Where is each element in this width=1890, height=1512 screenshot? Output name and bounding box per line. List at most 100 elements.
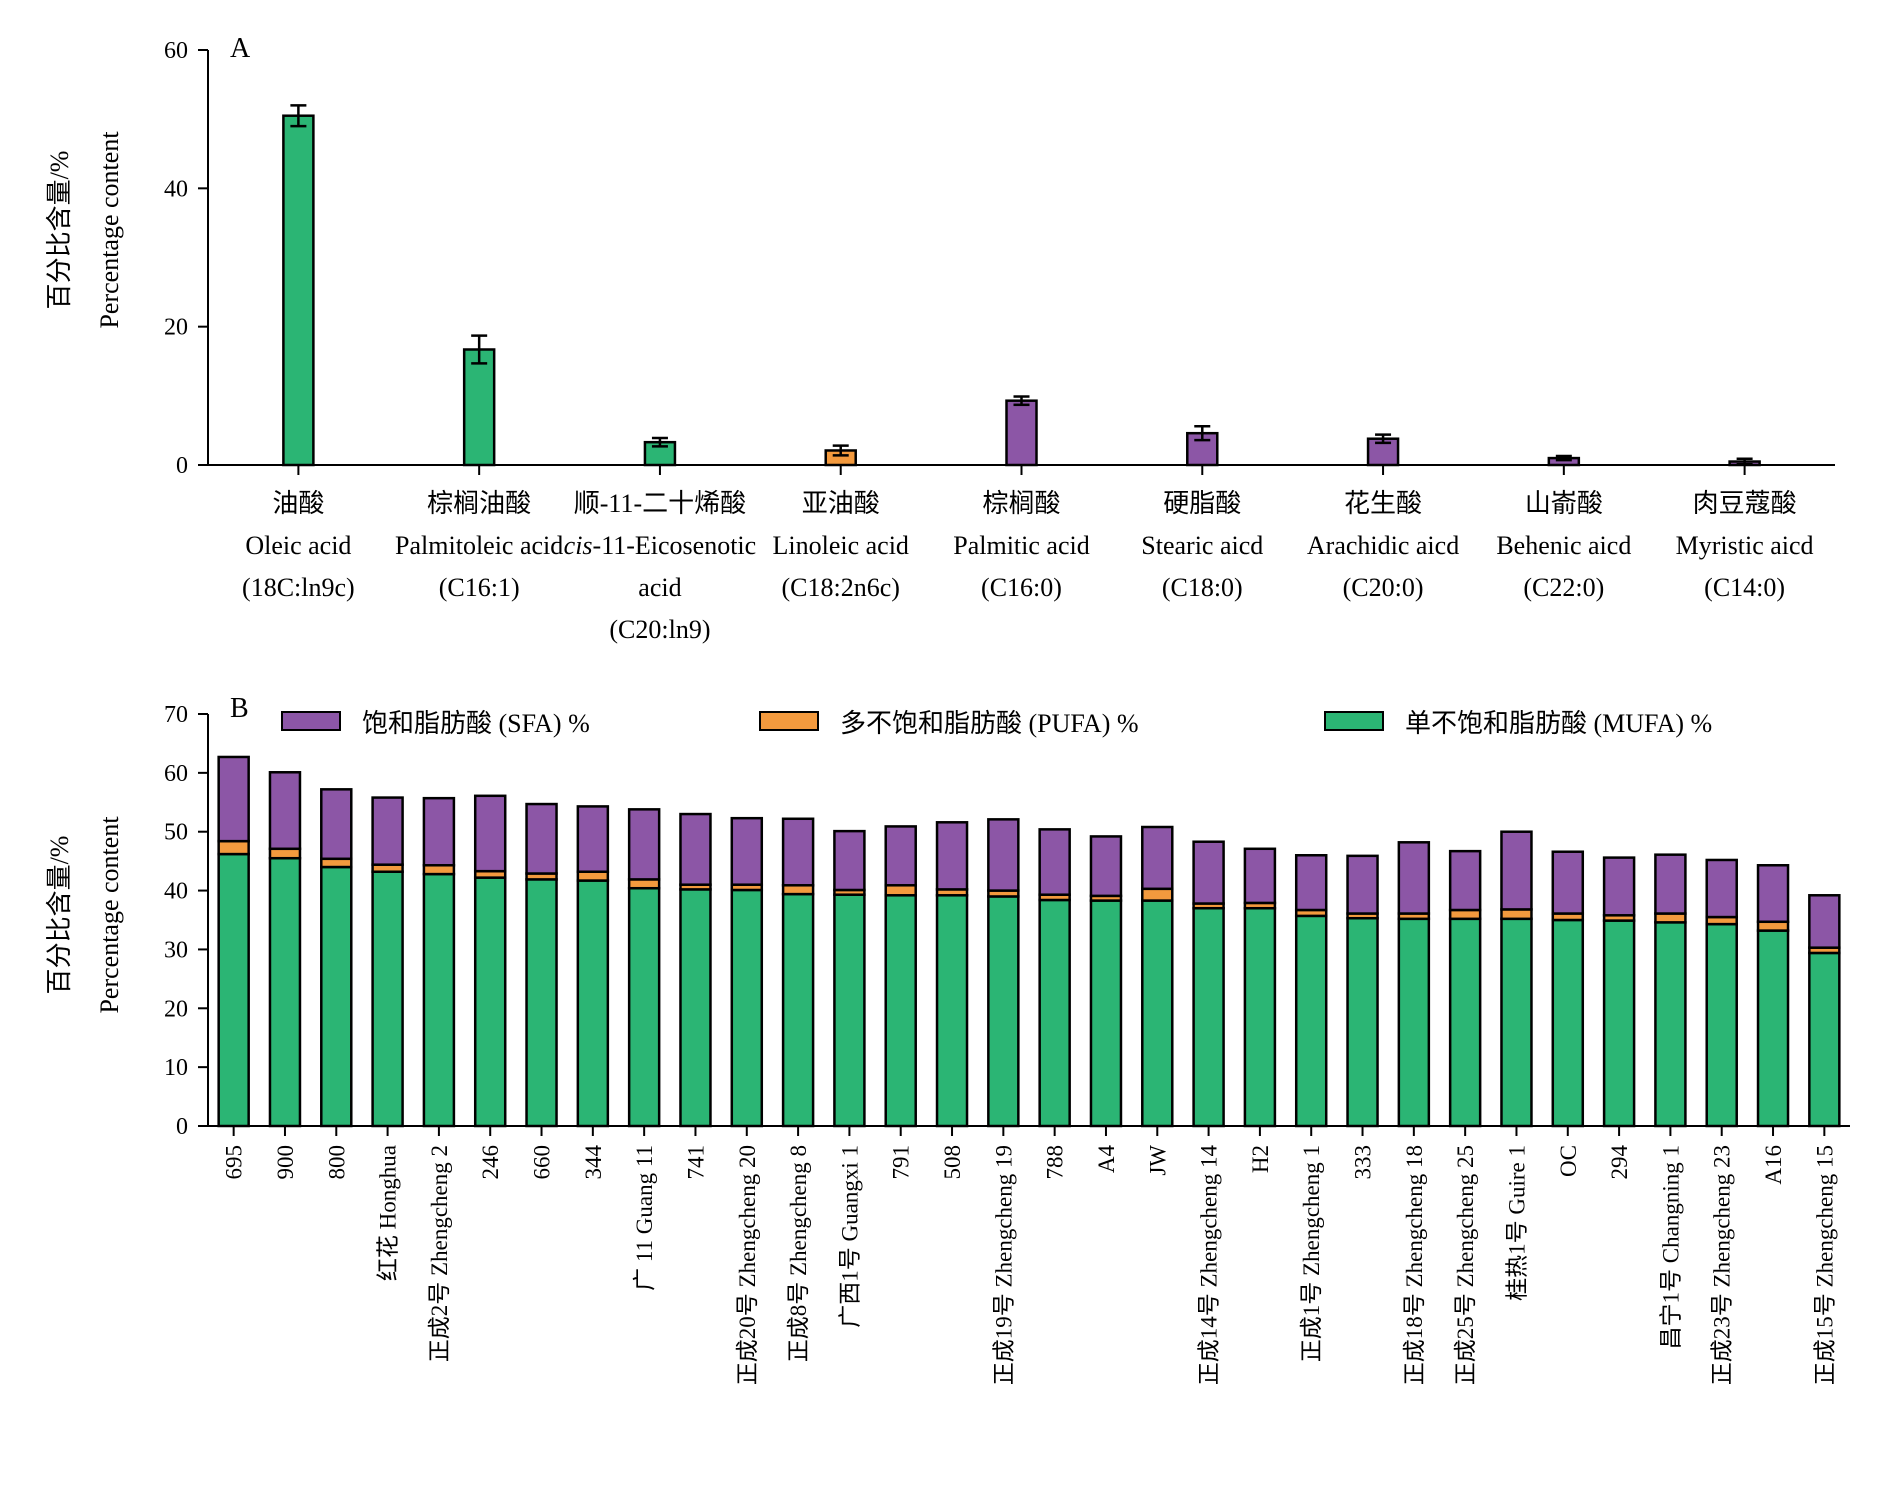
panel-a-category-en: acid bbox=[638, 573, 681, 602]
panel-b-bar-sfa bbox=[1243, 847, 1277, 905]
panel-b-bar-mufa bbox=[1141, 899, 1174, 1128]
panel-b-bar-sfa bbox=[320, 788, 353, 861]
panel-b-bar-mufa bbox=[1448, 917, 1482, 1128]
panel-b-bar-sfa bbox=[1705, 858, 1738, 919]
panel-b-category-label: 正成20号 Zhengcheng 20 bbox=[735, 1145, 760, 1385]
legend-label-pufa: 多不饱和脂肪酸 (PUFA) % bbox=[840, 709, 1139, 738]
panel-b-bar-mufa bbox=[1038, 898, 1071, 1128]
panel-b-category-label: OC bbox=[1556, 1145, 1581, 1177]
panel-a-category-cn: 山嵛酸 bbox=[1525, 489, 1603, 518]
panel-b-bar-sfa bbox=[1448, 849, 1482, 912]
panel-b-label: B bbox=[230, 693, 249, 724]
panel-a-category-en: Stearic aicd bbox=[1141, 531, 1263, 560]
panel-b-bar-mufa bbox=[1551, 918, 1585, 1128]
panel-b-bar-pufa bbox=[781, 884, 815, 896]
panel-b-category-label: 508 bbox=[940, 1145, 965, 1180]
panel-a-category-en: (C14:0) bbox=[1704, 573, 1785, 602]
panel-b-category-label: 800 bbox=[324, 1145, 349, 1180]
panel-b-category-label: 正成18号 Zhengcheng 18 bbox=[1402, 1145, 1427, 1385]
panel-b-bar-pufa bbox=[1654, 912, 1687, 924]
panel-a-category-en: Myristic aicd bbox=[1676, 531, 1814, 560]
panel-a-ylabel-en: Percentage content bbox=[95, 131, 124, 329]
panel-b-bar-mufa bbox=[1346, 916, 1379, 1128]
panel-a-category-en: Palmitic acid bbox=[953, 531, 1089, 560]
panel-b-ytick-label: 30 bbox=[164, 937, 188, 963]
panel-b-category-label: 788 bbox=[1043, 1145, 1068, 1180]
panel-b-bar-mufa bbox=[320, 865, 353, 1128]
panel-a-category-en: Arachidic aicd bbox=[1307, 531, 1459, 560]
panel-b-bar-mufa bbox=[884, 894, 917, 1128]
panel-b-category-label: 正成23号 Zhengcheng 23 bbox=[1710, 1145, 1735, 1385]
panel-b-bar-sfa bbox=[1038, 828, 1071, 896]
panel-b-bar-sfa bbox=[525, 802, 558, 875]
panel-b-bar-mufa bbox=[217, 852, 250, 1128]
panel-b-bar-mufa bbox=[371, 870, 404, 1128]
panel-a-category-cn: 亚油酸 bbox=[802, 489, 880, 518]
panel-b-bar-mufa bbox=[1243, 906, 1277, 1128]
panel-b-bar-mufa bbox=[1192, 906, 1225, 1128]
panel-a-category-en: Linoleic acid bbox=[773, 531, 909, 560]
panel-b-category-label: 正成15号 Zhengcheng 15 bbox=[1812, 1145, 1837, 1385]
panel-b-bar-sfa bbox=[1500, 830, 1533, 911]
panel-b-bar-pufa bbox=[576, 870, 610, 882]
panel-b-bar-sfa bbox=[627, 808, 661, 881]
panel-b-bar-mufa bbox=[935, 894, 969, 1128]
panel-b-bar-sfa bbox=[833, 829, 866, 892]
panel-b-bar-mufa bbox=[1756, 929, 1790, 1128]
panel-b-category-label: H2 bbox=[1248, 1145, 1273, 1173]
panel-b-bar-mufa bbox=[473, 876, 507, 1128]
panel-b-ylabel-en: Percentage content bbox=[95, 816, 124, 1014]
panel-b-category-label: 333 bbox=[1351, 1145, 1376, 1180]
panel-b-category-label: 344 bbox=[581, 1145, 606, 1180]
panel-b-ytick-label: 70 bbox=[164, 702, 188, 728]
panel-b-bar-mufa bbox=[525, 878, 558, 1128]
panel-b-bar-sfa bbox=[1192, 840, 1225, 905]
panel-b-bar-pufa bbox=[1141, 887, 1174, 902]
panel-b-category-label: JW bbox=[1145, 1145, 1170, 1176]
panel-b-bar-mufa bbox=[1602, 919, 1636, 1128]
panel-b-bar-pufa bbox=[422, 864, 456, 876]
panel-b-bar-mufa bbox=[679, 888, 712, 1128]
panel-b-bar-sfa bbox=[1654, 853, 1687, 915]
panel-b-bar-pufa bbox=[268, 847, 302, 860]
panel-b-ytick-label: 40 bbox=[164, 879, 188, 905]
panel-a-category-en: (C16:1) bbox=[439, 573, 520, 602]
legend-swatch-sfa bbox=[281, 711, 341, 731]
panel-b-category-label: 正成1号 Zhengcheng 1 bbox=[1299, 1145, 1324, 1362]
panel-b-category-label: 正成25号 Zhengcheng 25 bbox=[1453, 1145, 1478, 1385]
panel-b-category-label: 660 bbox=[530, 1145, 555, 1180]
panel-b-bar-mufa bbox=[1500, 917, 1533, 1128]
panel-b-bar-pufa bbox=[1756, 920, 1790, 932]
panel-b-bar-sfa bbox=[1602, 856, 1636, 917]
panel-a-category-cn: 棕榈油酸 bbox=[427, 489, 531, 518]
panel-a-ytick-label: 0 bbox=[176, 453, 188, 479]
panel-a-category-en: (C20:ln9) bbox=[609, 615, 710, 644]
panel-a-chart: A 百分比含量/% Percentage content 0 20 40 60 油酸 O… bbox=[45, 33, 1835, 644]
panel-b-category-label: 红花 Honghua bbox=[376, 1145, 401, 1281]
panel-b-chart: B 百分比含量/% Percentage content 饱和脂肪酸 (SFA)… bbox=[45, 693, 1850, 1385]
panel-b-category-label: 正成8号 Zhengcheng 8 bbox=[786, 1145, 811, 1362]
panel-b-bar-mufa bbox=[1808, 951, 1841, 1128]
panel-b-bar-mufa bbox=[1089, 899, 1123, 1128]
panel-b-bar-sfa bbox=[1808, 894, 1841, 949]
panel-a-category-en: (C22:0) bbox=[1523, 573, 1604, 602]
panel-a-category-cn: 硬脂酸 bbox=[1163, 489, 1241, 518]
panel-b-ytick-label: 10 bbox=[164, 1055, 188, 1081]
panel-a-category-cn: 顺-11-二十烯酸 bbox=[574, 489, 746, 518]
panel-b-bar-mufa bbox=[268, 856, 302, 1128]
panel-b-bar-pufa bbox=[1500, 908, 1533, 921]
panel-a-bar bbox=[282, 114, 315, 467]
panel-b-category-label: 294 bbox=[1607, 1145, 1632, 1180]
panel-b-bar-sfa bbox=[473, 794, 507, 873]
panel-b-category-label: 广西1号 Guangxi 1 bbox=[837, 1145, 862, 1328]
panel-b-bar-sfa bbox=[422, 796, 456, 867]
panel-a-bar bbox=[1005, 399, 1038, 467]
panel-b-category-label: 741 bbox=[683, 1145, 708, 1180]
panel-a-category-en: (18C:ln9c) bbox=[242, 573, 355, 602]
panel-b-bar-pufa bbox=[884, 884, 917, 897]
panel-a-ytick-label: 60 bbox=[164, 38, 188, 64]
panel-b-bar-sfa bbox=[1397, 841, 1431, 915]
panel-b-bar-sfa bbox=[987, 818, 1020, 892]
panel-a-ytick-label: 20 bbox=[164, 315, 188, 341]
